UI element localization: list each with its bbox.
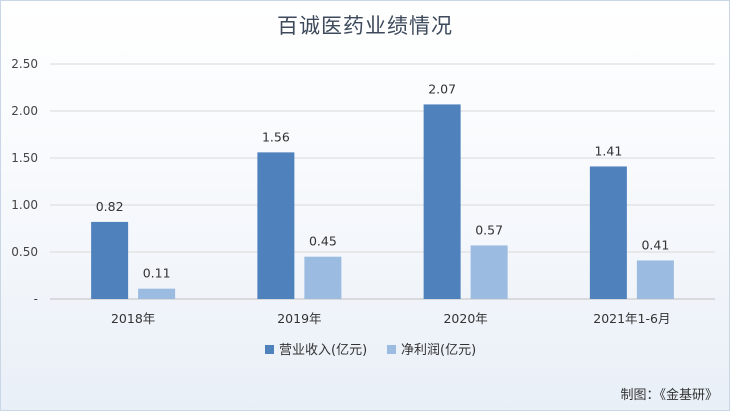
legend-swatch [387,345,396,354]
bar [589,166,627,299]
y-tick-label: 2.50 [11,57,38,71]
y-tick-label: 1.50 [11,151,38,165]
bar [304,256,342,299]
x-tick-label: 2020年 [443,311,487,326]
legend-label: 净利润(亿元) [401,343,476,358]
credit-text: 制图：《金基研》 [620,388,718,403]
y-tick-label: 0.50 [11,245,38,259]
data-label: 0.57 [475,222,503,237]
bar [423,104,461,299]
data-label: 1.56 [262,129,290,144]
legend-label: 营业收入(亿元) [279,343,367,358]
y-tick-label: 1.00 [11,198,38,212]
data-label: 0.11 [143,266,171,281]
x-tick-label: 2021年1-6月 [593,311,670,326]
data-label: 0.45 [309,234,337,249]
x-tick-label: 2019年 [277,311,321,326]
bar [138,288,176,299]
data-label: 2.07 [428,81,456,96]
x-tick-label: 2018年 [111,311,155,326]
data-label: 0.82 [96,199,124,214]
bar [636,260,674,299]
bar [91,221,129,299]
chart-title: 百诚医药业绩情况 [277,14,453,38]
y-tick-label: - [34,292,38,306]
legend-swatch [265,345,274,354]
data-label: 0.41 [641,237,669,252]
bar [470,245,508,299]
data-label: 1.41 [594,143,622,158]
bar [257,152,295,299]
y-tick-label: 2.00 [11,104,38,118]
